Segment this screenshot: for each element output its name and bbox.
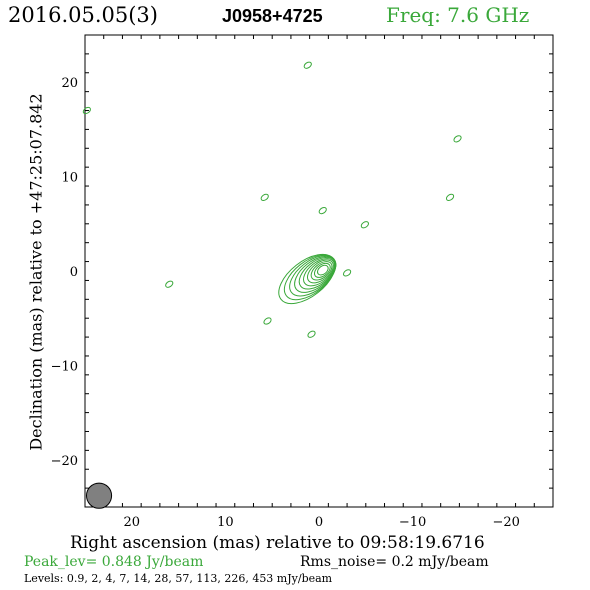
noise-contour [165, 280, 174, 288]
x-tick-label: −10 [399, 515, 426, 530]
rms-noise: Rms_noise= 0.2 mJy/beam [300, 554, 489, 570]
y-tick-label: −20 [51, 454, 78, 469]
y-axis-label: Declination (mas) relative to +47:25:07.… [26, 93, 46, 451]
noise-contour [445, 193, 455, 201]
x-tick-label: 20 [124, 515, 141, 530]
island-contours [82, 61, 462, 338]
core-contour-level [314, 262, 331, 278]
noise-contour [263, 317, 272, 325]
observation-date: 2016.05.05(3) [8, 3, 158, 27]
contours [82, 61, 462, 338]
noise-contour [342, 269, 352, 277]
y-tick-label: 10 [61, 171, 78, 186]
plot-frame [84, 34, 554, 508]
core-contour-level [317, 264, 329, 276]
x-tick-label: 10 [217, 515, 234, 530]
frequency-label: Freq: 7.6 GHz [386, 3, 530, 27]
x-tick-label: −20 [492, 515, 519, 530]
noise-contour [453, 135, 462, 143]
noise-contour [260, 193, 269, 201]
core-contour-level [298, 256, 336, 290]
core-contour-level [278, 253, 336, 305]
noise-contour [318, 206, 327, 215]
axis-ticks: 20 10 0 −10 −20 20 10 0 −10 −20 [51, 34, 554, 530]
source-name: J0958+4725 [222, 6, 323, 26]
noise-contour [360, 221, 369, 229]
x-axis-label: Right ascension (mas) relative to 09:58:… [70, 533, 485, 553]
beam-ellipse [85, 482, 113, 509]
core-contour-level [303, 258, 335, 287]
core-contour-level [307, 259, 334, 284]
core-contours [278, 253, 337, 305]
y-tick-label: −10 [51, 359, 78, 374]
beam-shape [85, 482, 113, 509]
contour-levels: Levels: 0.9, 2, 4, 7, 14, 28, 57, 113, 2… [24, 572, 333, 585]
noise-contour [307, 330, 316, 338]
peak-level: Peak_lev= 0.848 Jy/beam [24, 554, 204, 570]
core-contour-level [283, 254, 337, 301]
noise-contour [82, 106, 91, 115]
core-contour-level [310, 261, 333, 281]
y-tick-label: 0 [70, 265, 78, 280]
core-contour-level [294, 255, 337, 293]
x-tick-label: 0 [315, 515, 323, 530]
y-tick-label: 20 [61, 76, 78, 91]
noise-contour [303, 61, 312, 69]
